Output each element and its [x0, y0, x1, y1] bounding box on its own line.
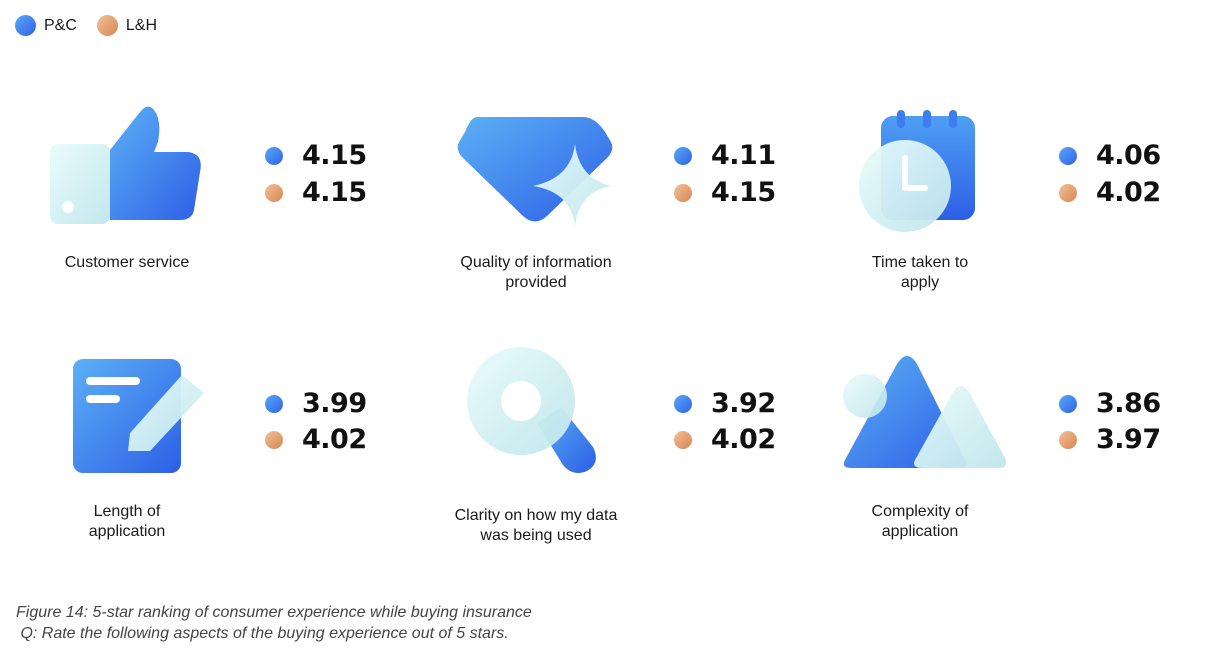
lh-dot: [1059, 430, 1077, 449]
calendar-clock-icon: [859, 110, 975, 232]
pc-dot: [265, 146, 283, 165]
value-row-lh: 4.15: [265, 177, 367, 208]
value-lh: 4.02: [1096, 177, 1161, 208]
label-line: Clarity on how my data: [454, 507, 618, 524]
thumbs-up-icon: [50, 106, 201, 224]
value-pc: 3.92: [711, 388, 776, 419]
value-lh: 3.97: [1096, 424, 1161, 455]
item-label: Time taken to apply: [810, 253, 1030, 293]
pc-dot: [674, 146, 692, 165]
item-label: Complexity of application: [810, 502, 1030, 542]
legend-item-lh: L&H: [96, 15, 158, 36]
label-line: application: [881, 523, 959, 540]
item-label: Customer service: [17, 253, 237, 273]
label-line: Length of: [93, 503, 161, 520]
value-row-pc: 4.15: [265, 140, 367, 171]
legend-lh-label: L&H: [125, 16, 158, 34]
value-row-pc: 3.99: [265, 388, 367, 419]
value-row-pc: 4.06: [1059, 140, 1161, 171]
item-label: Quality of information provided: [426, 253, 646, 293]
label-line: was being used: [480, 527, 592, 544]
label-line: apply: [900, 274, 940, 291]
label-line: Quality of information: [460, 254, 612, 271]
legend-pc-dot: [15, 15, 36, 36]
value-pc: 3.86: [1096, 388, 1161, 419]
label-line: Customer service: [64, 254, 190, 271]
value-row-pc: 3.92: [674, 388, 776, 419]
label-line: Complexity of: [871, 503, 969, 520]
label-line: application: [88, 523, 166, 540]
value-pc: 4.11: [711, 140, 776, 171]
label-line: provided: [505, 274, 567, 291]
value-row-lh: 4.02: [674, 424, 776, 455]
lh-dot: [1059, 183, 1077, 202]
legend-pc-label: P&C: [44, 16, 77, 34]
diamond-sparkle-icon: [457, 117, 613, 226]
pc-dot: [1059, 394, 1077, 413]
value-row-lh: 3.97: [1059, 424, 1161, 455]
magnifier-icon: [467, 347, 596, 473]
legend-lh-dot: [96, 15, 118, 36]
value-lh: 4.15: [711, 177, 776, 208]
pc-dot: [1059, 146, 1077, 165]
legend-item-pc: P&C: [15, 15, 77, 36]
lh-dot: [674, 183, 692, 202]
label-line: Time taken to: [871, 254, 969, 271]
lh-dot: [674, 430, 692, 449]
value-lh: 4.02: [302, 424, 367, 455]
legend: P&C L&H: [15, 15, 157, 36]
lh-dot: [265, 183, 283, 202]
pc-dot: [265, 394, 283, 413]
mountains-icon: [843, 356, 1007, 468]
caption-line-2: Q: Rate the following aspects of the buy…: [16, 625, 509, 642]
figure-caption: Figure 14: 5-star ranking of consumer ex…: [16, 602, 532, 644]
notepad-pencil-icon: [73, 359, 204, 473]
value-lh: 4.02: [711, 424, 776, 455]
value-row-pc: 3.86: [1059, 388, 1161, 419]
value-row-lh: 4.15: [674, 177, 776, 208]
value-pc: 4.15: [302, 140, 367, 171]
value-pc: 4.06: [1096, 140, 1161, 171]
value-pc: 3.99: [302, 388, 367, 419]
lh-dot: [265, 430, 283, 449]
value-row-lh: 4.02: [1059, 177, 1161, 208]
item-label: Length of application: [17, 502, 237, 542]
caption-line-1: Figure 14: 5-star ranking of consumer ex…: [16, 604, 532, 621]
value-lh: 4.15: [302, 177, 367, 208]
value-row-pc: 4.11: [674, 140, 776, 171]
item-label: Clarity on how my data was being used: [426, 506, 646, 546]
pc-dot: [674, 394, 692, 413]
value-row-lh: 4.02: [265, 424, 367, 455]
